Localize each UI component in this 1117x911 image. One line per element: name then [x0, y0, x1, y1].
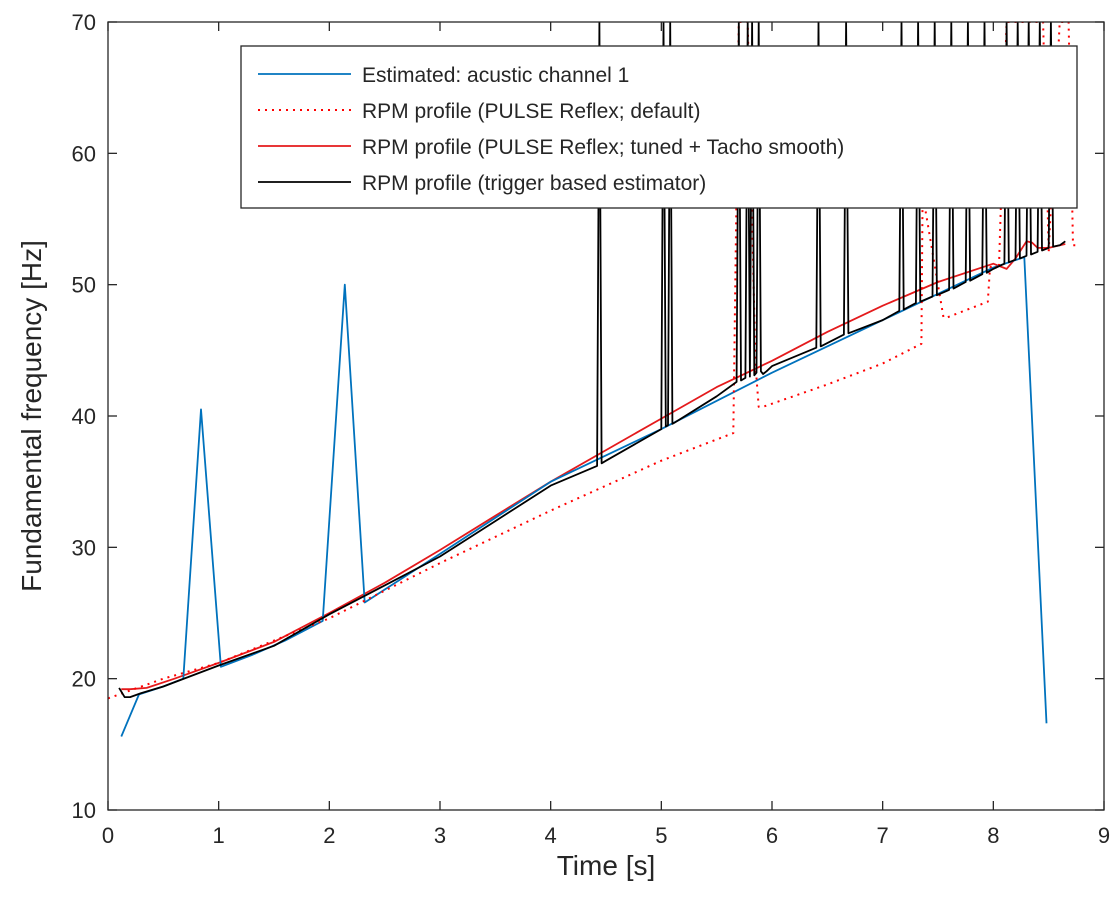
y-tick-label: 20 [72, 667, 96, 692]
x-tick-label: 1 [213, 823, 225, 848]
legend-label: RPM profile (PULSE Reflex; default) [362, 100, 700, 123]
x-tick-label: 0 [102, 823, 114, 848]
y-axis-title: Fundamental frequency [Hz] [16, 240, 47, 592]
y-tick-label: 30 [72, 535, 96, 560]
legend-label: RPM profile (PULSE Reflex; tuned + Tacho… [362, 136, 844, 159]
legend-label: RPM profile (trigger based estimator) [362, 172, 706, 195]
x-tick-label: 3 [434, 823, 446, 848]
y-tick-label: 40 [72, 404, 96, 429]
y-tick-label: 60 [72, 141, 96, 166]
y-tick-label: 10 [72, 798, 96, 823]
x-tick-label: 2 [323, 823, 335, 848]
y-tick-label: 70 [72, 10, 96, 35]
x-tick-label: 9 [1098, 823, 1110, 848]
legend-label: Estimated: acustic channel 1 [362, 64, 629, 87]
x-tick-label: 8 [987, 823, 999, 848]
x-tick-label: 7 [877, 823, 889, 848]
x-tick-label: 5 [655, 823, 667, 848]
legend: Estimated: acustic channel 1 RPM profile … [241, 46, 1077, 208]
series-line-3 [121, 241, 1065, 689]
x-tick-label: 4 [545, 823, 557, 848]
series-line-1 [121, 257, 1046, 736]
x-tick-label: 6 [766, 823, 778, 848]
x-axis-title: Time [s] [557, 850, 656, 881]
y-tick-label: 50 [72, 273, 96, 298]
